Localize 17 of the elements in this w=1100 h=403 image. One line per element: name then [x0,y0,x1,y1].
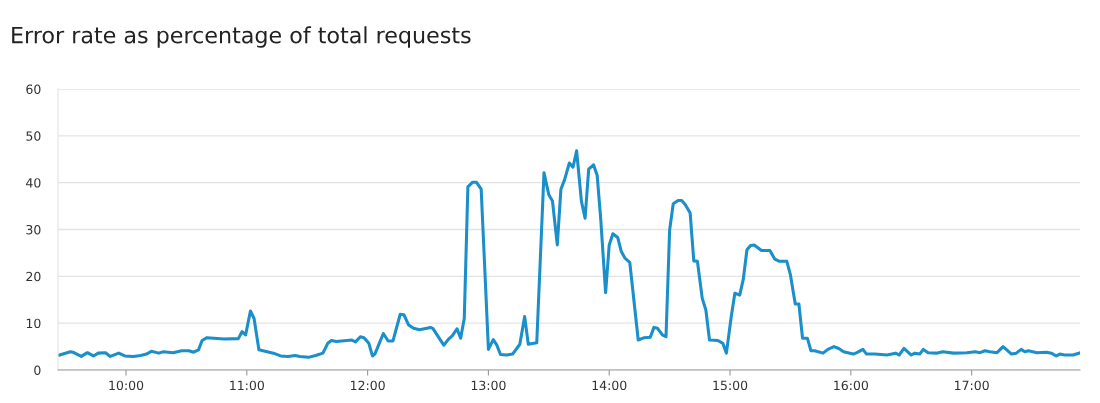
y-tick-label: 60 [26,84,41,94]
y-tick-label: 10 [26,318,41,329]
x-tick-label: 16:00 [834,380,869,391]
x-tick-label: 17:00 [955,380,989,391]
x-tick-label: 10:00 [109,380,144,391]
x-tick-label: 13:00 [471,380,506,391]
x-tick-label: 15:00 [713,380,748,391]
x-tick-label: 11:00 [230,380,264,391]
y-tick-label: 20 [26,271,41,282]
y-tick-label: 40 [26,178,41,188]
chart-title: Error rate as percentage of total requests [12,26,471,48]
y-tick-label: 30 [26,224,41,235]
y-tick-label: 50 [26,131,41,141]
y-tick-label: 0 [34,365,41,375]
line-series [58,149,1080,359]
x-tick-label: 14:00 [592,380,627,391]
x-tick-label: 12:00 [350,380,385,391]
